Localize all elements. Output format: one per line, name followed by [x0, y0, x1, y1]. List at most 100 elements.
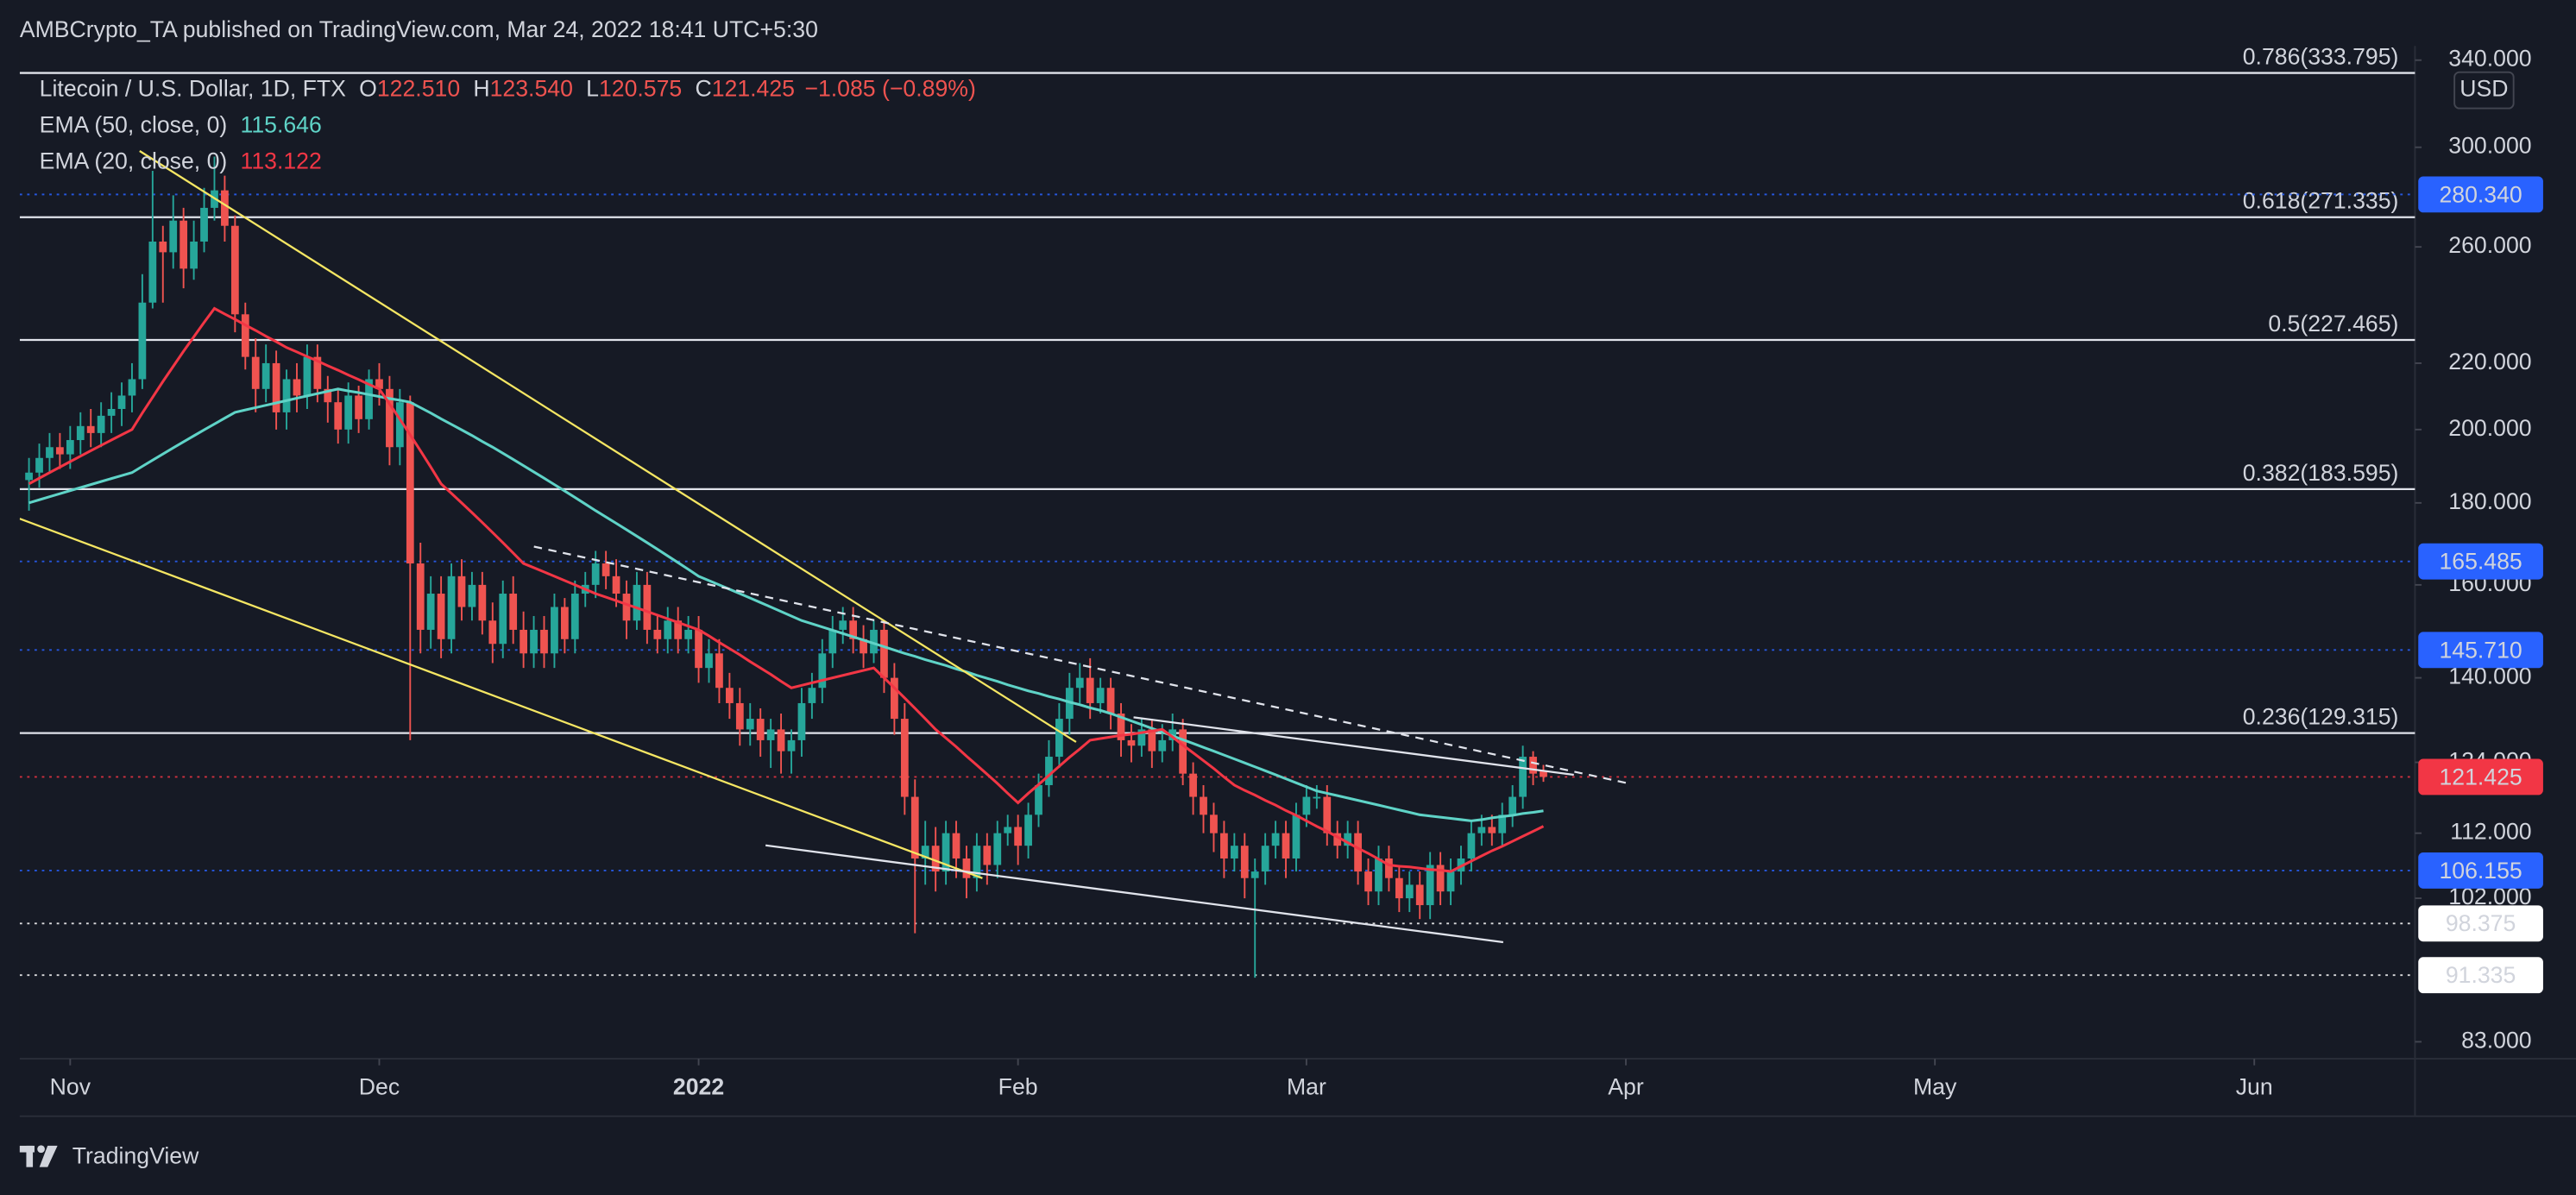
- candle-body: [705, 653, 713, 669]
- ohlc-key: C: [695, 76, 711, 102]
- y-tick-label: 83.000: [2461, 1027, 2531, 1053]
- price-tag: [2418, 543, 2543, 580]
- candle-body: [746, 719, 754, 730]
- candle-body: [1189, 773, 1197, 797]
- candle-body: [839, 620, 847, 630]
- publish-header: AMBCrypto_TA published on TradingView.co…: [20, 16, 818, 42]
- legend-value: 113.122: [241, 148, 322, 173]
- legend-name: EMA (20, close, 0): [40, 148, 228, 173]
- candle-body: [1261, 846, 1269, 872]
- ohlc-value: 122.510: [377, 76, 460, 102]
- candle-body: [1024, 814, 1032, 846]
- candle-body: [86, 425, 95, 433]
- candle-body: [488, 620, 497, 645]
- ohlc-key: H: [473, 76, 489, 102]
- fib-label: 0.618(271.335): [2243, 188, 2399, 214]
- candle-body: [921, 846, 929, 859]
- candle-body: [324, 388, 332, 403]
- candle-body: [107, 408, 116, 416]
- price-tag: [2418, 905, 2543, 942]
- price-tag: [2418, 957, 2543, 994]
- candle-body: [1282, 833, 1290, 859]
- candle-body: [509, 594, 518, 630]
- candle-body: [272, 362, 280, 412]
- ohlc-key: O: [359, 76, 377, 102]
- candle-body: [1436, 865, 1445, 892]
- candle-body: [860, 638, 867, 654]
- candle-body: [1210, 814, 1218, 833]
- candle-body: [942, 833, 950, 872]
- price-tag: [2418, 632, 2543, 669]
- candle-body: [46, 447, 54, 458]
- candle-body: [1117, 713, 1125, 740]
- candle-body: [973, 846, 981, 878]
- candle-body: [303, 356, 312, 396]
- price-tag-label: 106.155: [2439, 858, 2522, 884]
- candle-body: [1292, 814, 1301, 859]
- ohlc-value: 123.540: [490, 76, 573, 102]
- symbol-title: Litecoin / U.S. Dollar, 1D, FTX: [40, 76, 346, 102]
- candle-body: [138, 302, 147, 380]
- candle-body: [520, 629, 527, 654]
- unit-box: [2453, 71, 2515, 110]
- candle-body: [406, 402, 414, 564]
- price-tag-label: 98.375: [2446, 910, 2516, 936]
- candle-body: [1014, 827, 1023, 846]
- candle-body: [1055, 719, 1063, 758]
- candle-body: [797, 702, 806, 740]
- candle-body: [313, 356, 322, 389]
- candles: [25, 156, 1547, 978]
- price-tag: [2418, 758, 2543, 796]
- candle-body: [97, 415, 105, 433]
- ohlc-value: 121.425: [712, 76, 795, 102]
- candle-body: [674, 620, 683, 639]
- candle-body: [756, 719, 765, 740]
- candle-body: [983, 846, 992, 865]
- unit-label: USD: [2459, 76, 2508, 102]
- candle-body: [1540, 770, 1547, 777]
- candle-body: [1313, 796, 1321, 799]
- price-tag: [2418, 852, 2543, 889]
- trendline: [1133, 716, 1574, 777]
- candle-body: [1508, 796, 1517, 815]
- candle-body: [880, 629, 888, 678]
- trendline-dashed: [533, 545, 1627, 784]
- candle-body: [891, 677, 898, 720]
- candle-body: [1446, 871, 1455, 892]
- candle-body: [1220, 833, 1228, 859]
- candle-body: [1271, 833, 1280, 846]
- candle-body: [1158, 739, 1167, 752]
- candle-body: [355, 395, 362, 419]
- y-tick-label: 260.000: [2448, 232, 2531, 258]
- candle-body: [1467, 833, 1476, 859]
- candle-body: [1086, 677, 1094, 703]
- x-tick-label: Jun: [2236, 1073, 2273, 1099]
- ema-line: [28, 306, 1545, 873]
- y-tick-label: 200.000: [2448, 415, 2531, 441]
- candle-body: [1415, 884, 1424, 906]
- candle-body: [787, 739, 796, 752]
- candle-body: [622, 594, 631, 621]
- candle-body: [993, 833, 1002, 865]
- price-tag-label: 165.485: [2439, 549, 2522, 575]
- candle-body: [1488, 827, 1496, 833]
- candle-body: [1323, 796, 1332, 833]
- footer-brand: TradingView: [72, 1142, 199, 1168]
- candle-body: [35, 457, 43, 473]
- candle-body: [777, 729, 785, 752]
- price-tag-label: 145.710: [2439, 637, 2522, 663]
- candle-body: [900, 719, 909, 797]
- candle-body: [447, 575, 456, 639]
- plot-area: [19, 46, 2415, 1060]
- logo-mark: [26, 1145, 34, 1167]
- candle-body: [643, 584, 652, 630]
- candle-body: [952, 833, 960, 859]
- candle-body: [1344, 833, 1352, 846]
- candle-body: [1096, 688, 1105, 703]
- drawings: [19, 150, 1627, 944]
- trendline: [19, 518, 983, 879]
- candle-body: [1230, 846, 1238, 859]
- y-tick-label: 180.000: [2448, 488, 2531, 514]
